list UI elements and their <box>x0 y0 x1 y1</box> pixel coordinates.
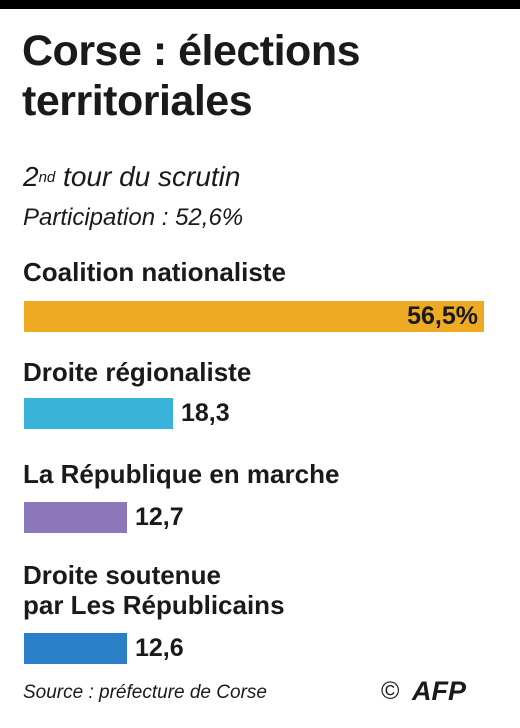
bar <box>24 633 127 664</box>
chart-subtitle: 2nd tour du scrutin <box>23 160 240 194</box>
category-label-line: par Les Républicains <box>23 590 285 620</box>
category-label-line: La République en marche <box>23 459 340 489</box>
chart-title: Corse : élections territoriales <box>22 27 361 125</box>
afp-logo-text: AFP <box>411 676 467 705</box>
category-label-line: Droite soutenue <box>23 560 221 590</box>
copyright-symbol: © <box>381 677 400 705</box>
value-label: 18,3 <box>181 399 230 427</box>
category-label: Droite régionaliste <box>23 357 251 387</box>
top-rule <box>0 0 520 9</box>
afp-logo-icon: AFP <box>411 676 467 705</box>
value-label: 12,6 <box>135 634 184 662</box>
value-label: 12,7 <box>135 503 184 531</box>
subtitle-ordinal-suffix: nd <box>38 169 56 186</box>
participation-text: Participation : 52,6% <box>23 204 244 231</box>
category-label: La République en marche <box>23 459 339 489</box>
value-label: 56,5% <box>407 302 478 330</box>
category-label-line: Droite régionaliste <box>23 357 252 387</box>
category-label: Coalition nationaliste <box>23 257 286 287</box>
subtitle-text: tour du scrutin <box>55 161 241 192</box>
category-label-line: Coalition nationaliste <box>23 257 286 287</box>
category-label: Droite soutenue par Les Républicains <box>23 560 285 620</box>
bar <box>24 398 173 429</box>
bar <box>24 502 127 533</box>
source-note: Source : préfecture de Corse <box>23 682 267 703</box>
subtitle-ordinal: 2 <box>23 161 39 192</box>
bar <box>24 301 484 332</box>
